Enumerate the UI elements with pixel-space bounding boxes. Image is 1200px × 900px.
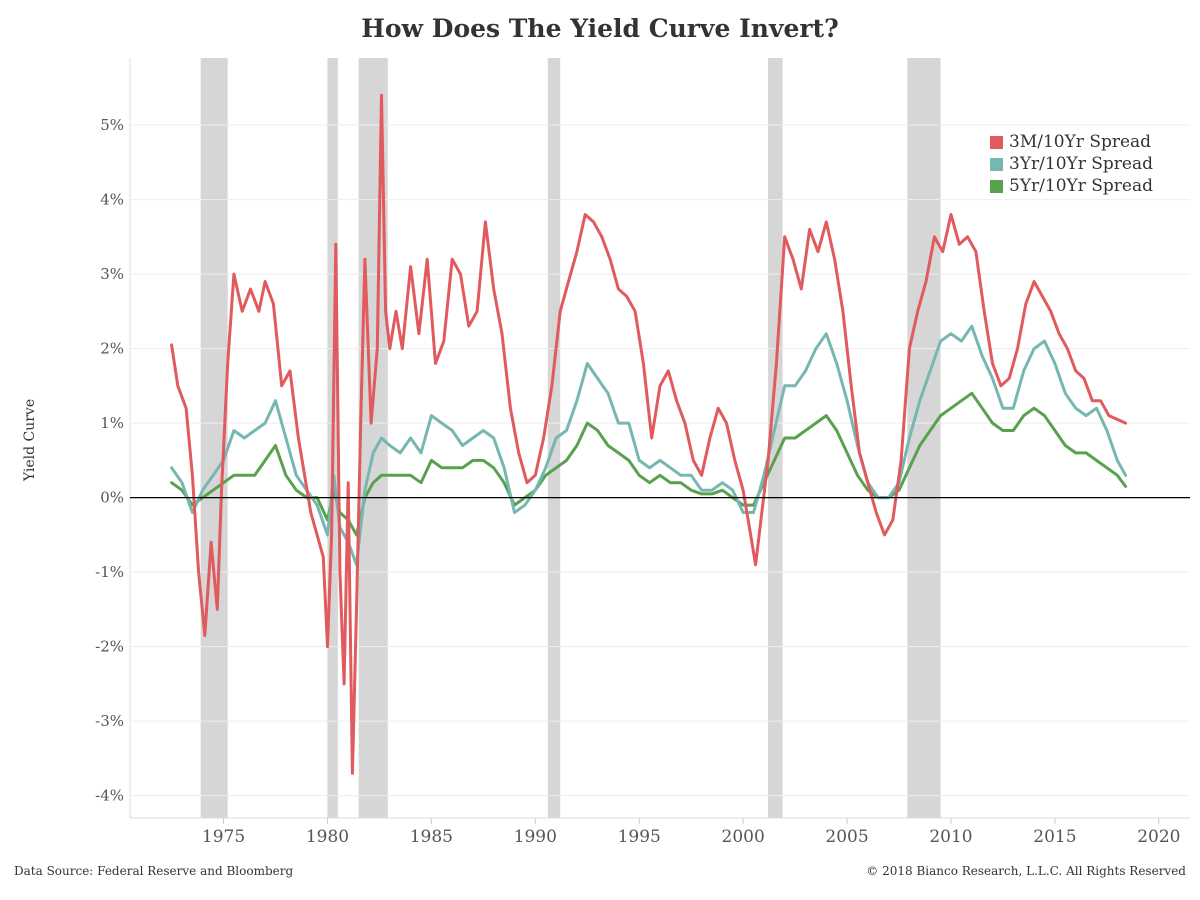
chart-title: How Does The Yield Curve Invert? [361, 14, 839, 43]
y-tick-label: -1% [95, 563, 124, 581]
legend-item-5y10y[interactable]: 5Yr/10Yr Spread [990, 175, 1153, 197]
y-tick-label: 5% [100, 116, 124, 134]
series-line-3m-10yr-spread [170, 93, 1128, 775]
legend-item-3y10y[interactable]: 3Yr/10Yr Spread [990, 153, 1153, 175]
x-tick-label: 1995 [618, 827, 661, 847]
x-tick-label: 1985 [410, 827, 453, 847]
y-tick-label: 2% [100, 340, 124, 358]
legend-swatch-3m10y [990, 135, 1003, 149]
x-tick-label: 1975 [202, 827, 245, 847]
legend-swatch-5y10y [990, 179, 1003, 193]
y-tick-label: 1% [100, 414, 124, 432]
source-note: Data Source: Federal Reserve and Bloombe… [14, 864, 294, 878]
y-tick-label: 4% [100, 191, 124, 209]
recession-band-4 [768, 58, 783, 818]
legend-label-3m10y: 3M/10Yr Spread [1009, 132, 1152, 152]
legend-label-5y10y: 5Yr/10Yr Spread [1009, 176, 1154, 196]
x-tick-label: 2020 [1137, 827, 1180, 847]
x-tick-label: 2015 [1033, 827, 1076, 847]
x-tick-label: 2010 [929, 827, 972, 847]
x-tick-label: 2000 [722, 827, 765, 847]
y-tick-label: 3% [100, 265, 124, 283]
legend-item-3m10y[interactable]: 3M/10Yr Spread [990, 131, 1153, 153]
y-tick-label: -3% [95, 712, 124, 730]
y-tick-label: 0% [100, 489, 124, 507]
x-tick-label: 1990 [514, 827, 557, 847]
y-tick-label: -4% [95, 787, 124, 805]
legend-label-3y10y: 3Yr/10Yr Spread [1009, 154, 1154, 174]
copyright-note: © 2018 Bianco Research, L.L.C. All Right… [866, 864, 1186, 878]
y-tick-label: -2% [95, 638, 124, 656]
x-tick-label: 2005 [825, 827, 868, 847]
x-tick-label: 1980 [306, 827, 349, 847]
legend: 3M/10Yr Spread 3Yr/10Yr Spread 5Yr/10Yr … [990, 131, 1153, 197]
recession-band-3 [547, 58, 561, 818]
legend-swatch-3y10y [990, 157, 1003, 171]
